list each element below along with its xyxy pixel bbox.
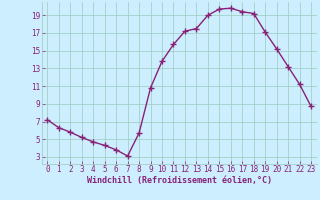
X-axis label: Windchill (Refroidissement éolien,°C): Windchill (Refroidissement éolien,°C) [87,176,272,185]
